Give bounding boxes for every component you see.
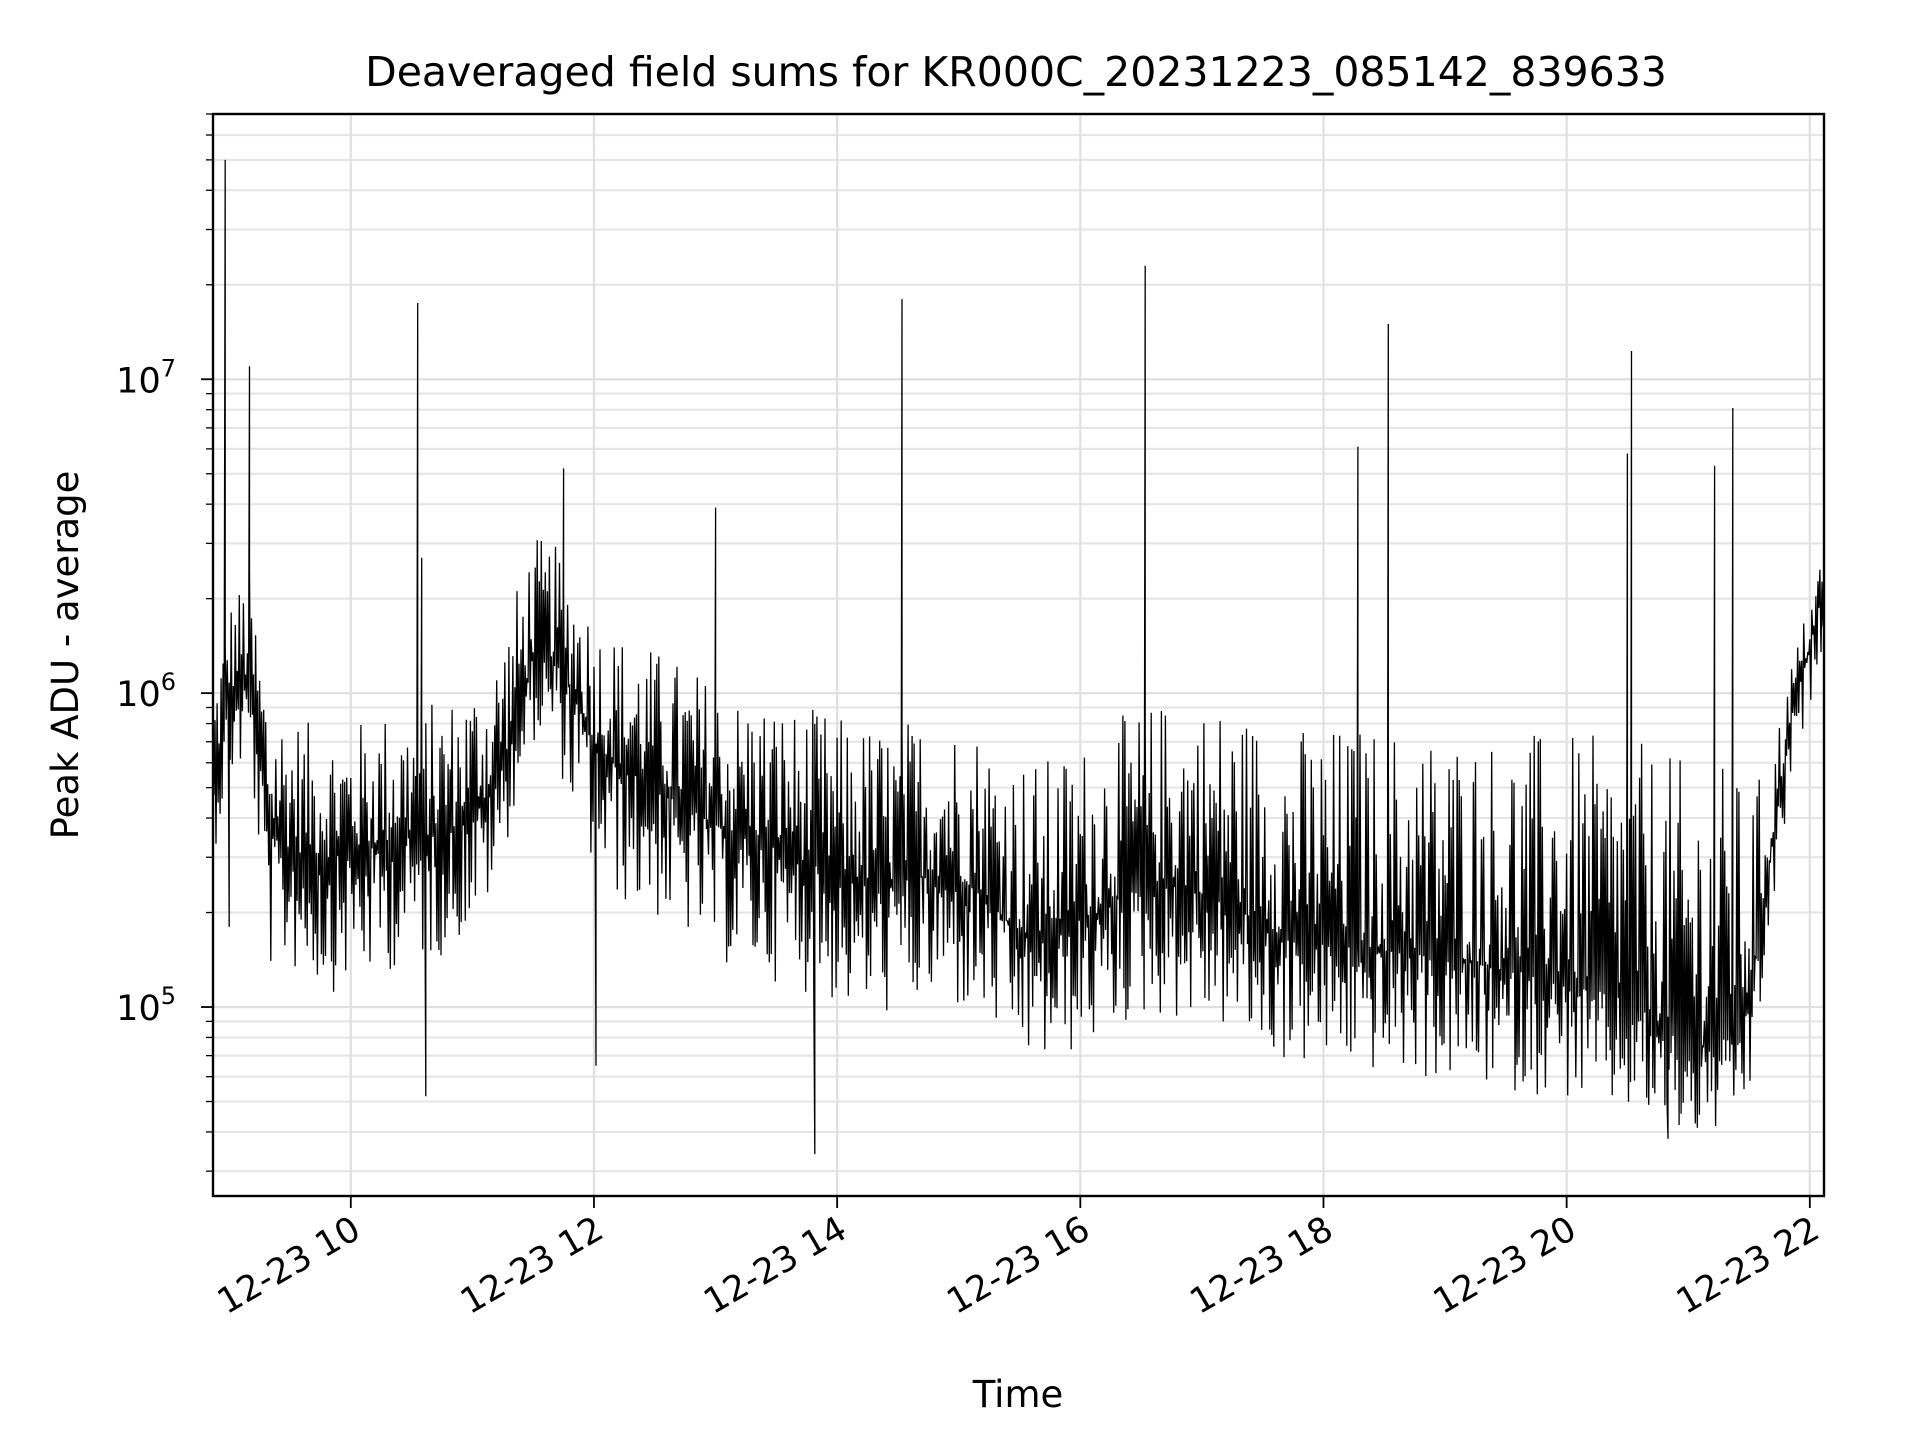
ticks [201, 113, 1811, 1208]
y-tick-base: 10 [116, 989, 161, 1029]
chart-title: Deaveraged field sums for KR000C_2023122… [365, 48, 1667, 96]
y-tick-base: 10 [116, 675, 161, 715]
y-tick-exponent: 6 [161, 668, 176, 696]
series [212, 159, 1825, 1155]
grid [213, 112, 1824, 1196]
y-tick-label: 107 [116, 354, 176, 401]
x-axis-label: Time [972, 1373, 1064, 1416]
y-tick-label: 105 [116, 982, 176, 1029]
y-tick-label: 106 [116, 668, 176, 715]
y-tick-exponent: 5 [161, 982, 176, 1010]
y-axis-label: Peak ADU - average [44, 471, 87, 840]
plot-frame [211, 112, 1826, 1198]
y-tick-exponent: 7 [161, 354, 176, 382]
series-line [212, 159, 1825, 1155]
y-tick-base: 10 [116, 361, 161, 401]
